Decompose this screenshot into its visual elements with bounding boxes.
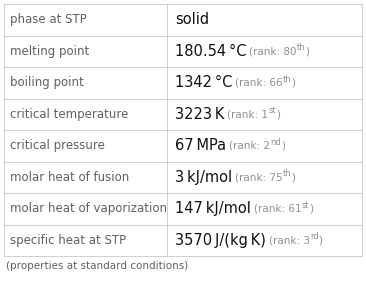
Text: 3 kJ/mol: 3 kJ/mol xyxy=(175,170,232,185)
Text: molar heat of fusion: molar heat of fusion xyxy=(10,171,129,184)
Text: th: th xyxy=(283,169,291,178)
Text: ): ) xyxy=(276,109,280,119)
Text: th: th xyxy=(283,75,291,84)
Text: rd: rd xyxy=(310,232,318,241)
Text: th: th xyxy=(297,43,306,52)
Text: 180.54 °C: 180.54 °C xyxy=(175,44,246,59)
Text: ): ) xyxy=(309,204,313,214)
Text: ): ) xyxy=(306,46,310,56)
Text: ): ) xyxy=(291,172,295,182)
Text: nd: nd xyxy=(270,138,281,147)
Text: melting point: melting point xyxy=(10,45,89,58)
Text: molar heat of vaporization: molar heat of vaporization xyxy=(10,202,167,215)
Text: (rank: 2: (rank: 2 xyxy=(229,141,270,151)
Text: specific heat at STP: specific heat at STP xyxy=(10,234,126,247)
Text: 147 kJ/mol: 147 kJ/mol xyxy=(175,201,251,216)
Text: (rank: 66: (rank: 66 xyxy=(235,78,283,88)
Text: 3223 K: 3223 K xyxy=(175,107,224,122)
Text: st: st xyxy=(301,201,309,210)
Text: 67 MPa: 67 MPa xyxy=(175,138,226,153)
Text: 3570 J/(kg K): 3570 J/(kg K) xyxy=(175,233,266,248)
Text: (rank: 61: (rank: 61 xyxy=(254,204,301,214)
Text: st: st xyxy=(268,106,276,115)
Text: boiling point: boiling point xyxy=(10,76,84,89)
Text: critical temperature: critical temperature xyxy=(10,108,128,121)
Text: critical pressure: critical pressure xyxy=(10,139,105,152)
Text: phase at STP: phase at STP xyxy=(10,13,87,26)
Text: solid: solid xyxy=(175,12,209,27)
Text: (properties at standard conditions): (properties at standard conditions) xyxy=(6,261,188,271)
Text: (rank: 3: (rank: 3 xyxy=(269,235,310,245)
Text: ): ) xyxy=(318,235,322,245)
Text: (rank: 1: (rank: 1 xyxy=(227,109,268,119)
Text: ): ) xyxy=(281,141,285,151)
Text: (rank: 75: (rank: 75 xyxy=(235,172,283,182)
Text: (rank: 80: (rank: 80 xyxy=(249,46,297,56)
Text: ): ) xyxy=(291,78,295,88)
Text: 1342 °C: 1342 °C xyxy=(175,75,232,90)
